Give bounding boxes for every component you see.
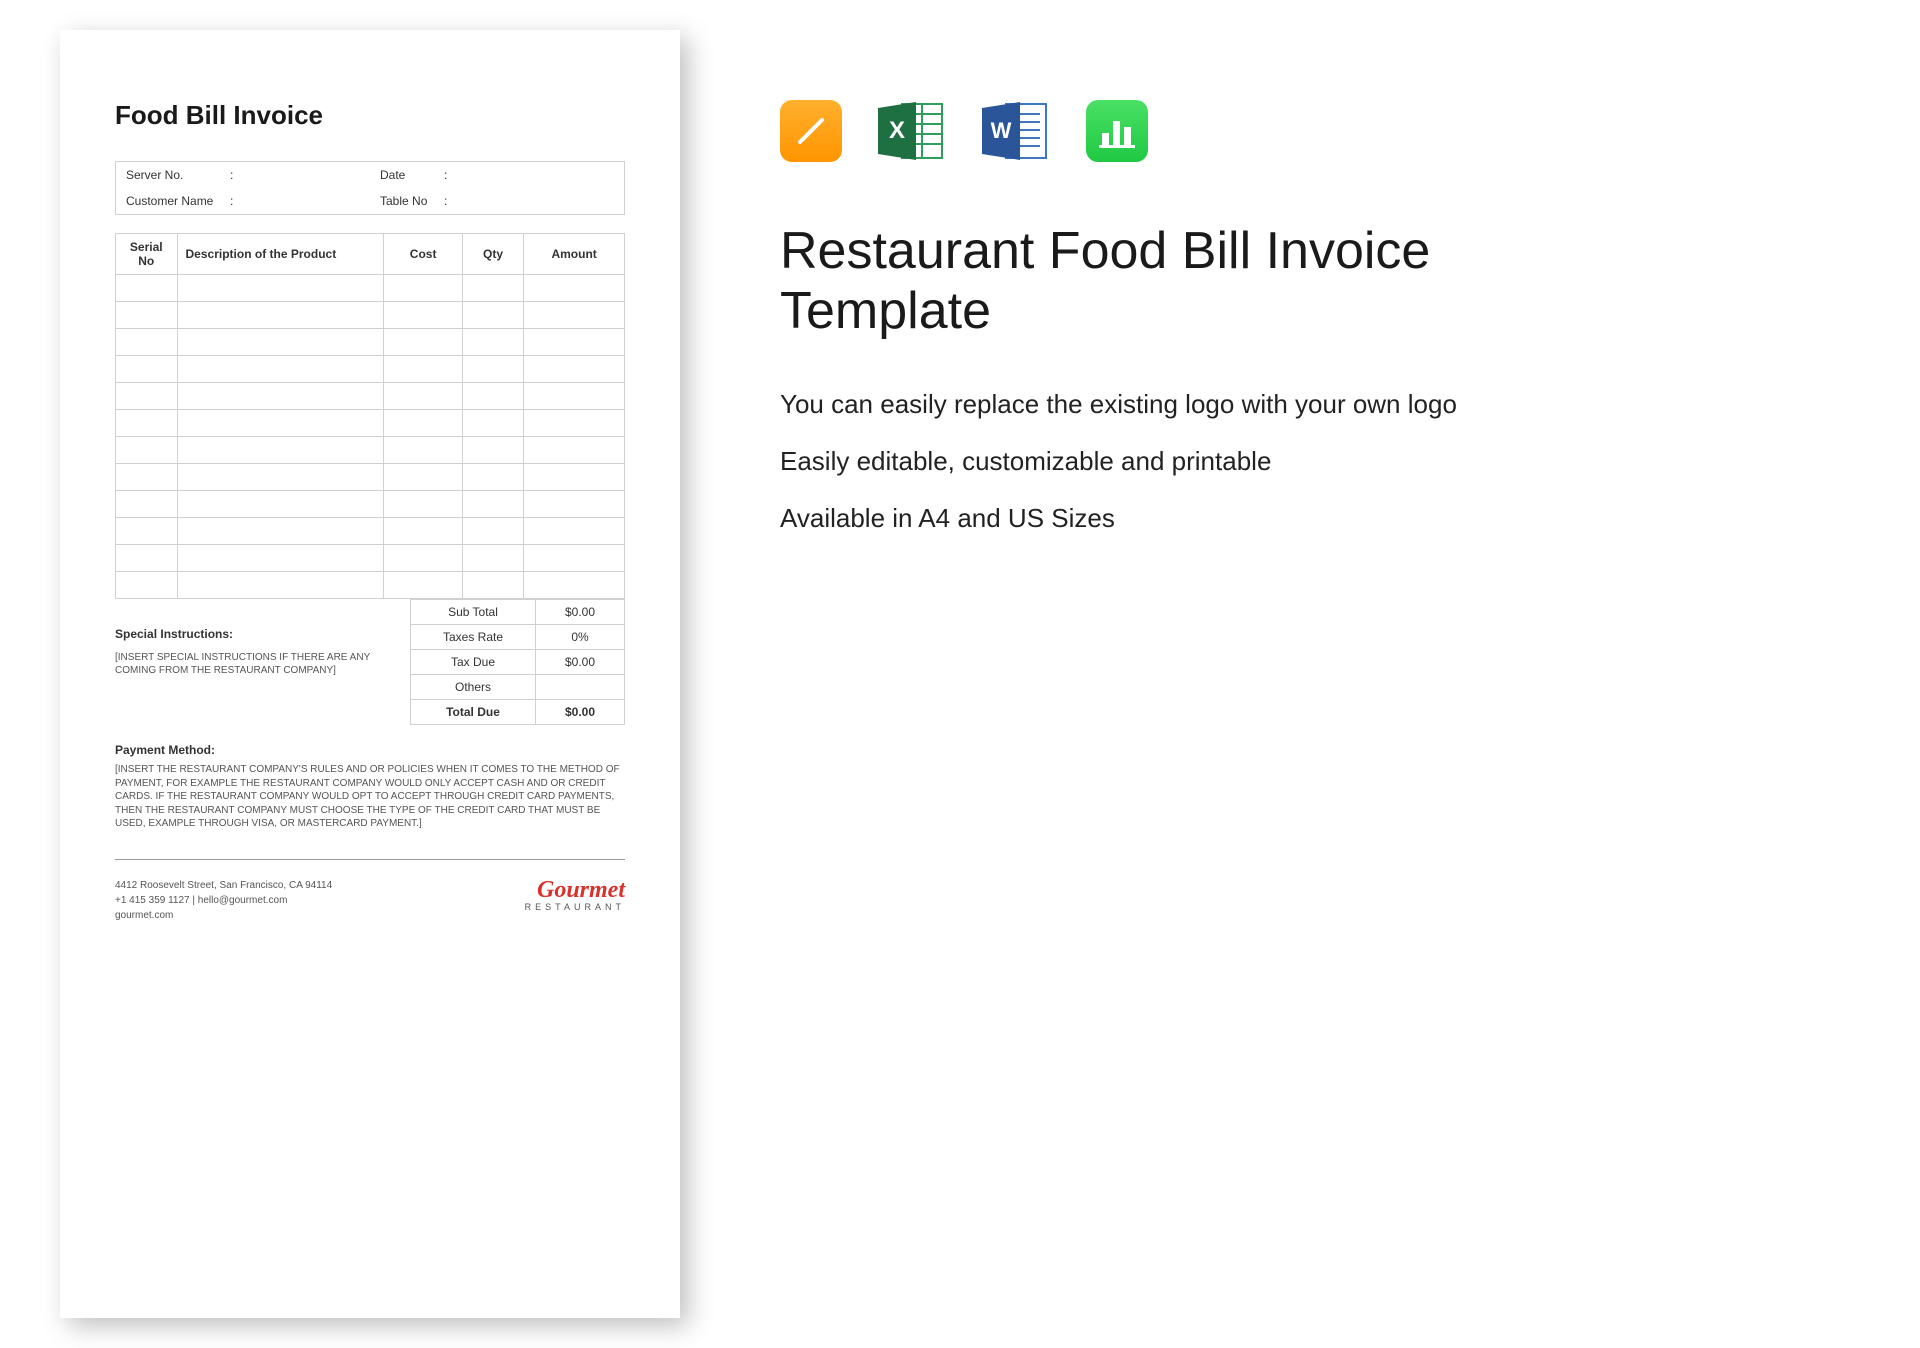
svg-text:X: X bbox=[889, 117, 905, 144]
col-description: Description of the Product bbox=[177, 234, 384, 275]
svg-text:W: W bbox=[991, 118, 1012, 143]
excel-icon[interactable]: X bbox=[878, 100, 946, 162]
table-row bbox=[116, 464, 625, 491]
footer: 4412 Roosevelt Street, San Francisco, CA… bbox=[115, 878, 625, 923]
format-icons-row: X W bbox=[780, 100, 1480, 162]
col-cost: Cost bbox=[384, 234, 462, 275]
document-preview: Food Bill Invoice Server No. : Date : Cu… bbox=[60, 30, 680, 1318]
date-field: Date : bbox=[370, 162, 624, 188]
invoice-title: Food Bill Invoice bbox=[115, 100, 625, 131]
bullet-3: Available in A4 and US Sizes bbox=[780, 501, 1480, 536]
items-table: Serial No Description of the Product Cos… bbox=[115, 233, 625, 599]
table-row bbox=[116, 329, 625, 356]
info-box: Server No. : Date : Customer Name : Tabl… bbox=[115, 161, 625, 215]
totals-table: Sub Total $0.00 Taxes Rate 0% Tax Due $0… bbox=[410, 599, 625, 725]
footer-divider bbox=[115, 859, 625, 860]
numbers-icon[interactable] bbox=[1086, 100, 1148, 162]
word-icon[interactable]: W bbox=[982, 100, 1050, 162]
customer-name-field: Customer Name : bbox=[116, 188, 370, 214]
table-row bbox=[116, 491, 625, 518]
feature-bullets: You can easily replace the existing logo… bbox=[780, 387, 1480, 536]
pages-icon[interactable] bbox=[780, 100, 842, 162]
table-row bbox=[116, 437, 625, 464]
col-amount: Amount bbox=[524, 234, 625, 275]
table-row bbox=[116, 302, 625, 329]
footer-logo: Gourmet RESTAURANT bbox=[525, 878, 625, 912]
page-title: Restaurant Food Bill Invoice Template bbox=[780, 222, 1480, 342]
table-row bbox=[116, 383, 625, 410]
footer-contact: 4412 Roosevelt Street, San Francisco, CA… bbox=[115, 878, 332, 923]
special-instructions: Special Instructions: [INSERT SPECIAL IN… bbox=[115, 599, 410, 725]
table-row bbox=[116, 572, 625, 599]
info-panel: X W Restaurant Fo bbox=[780, 30, 1480, 1318]
server-no-field: Server No. : bbox=[116, 162, 370, 188]
table-row bbox=[116, 545, 625, 572]
bullet-2: Easily editable, customizable and printa… bbox=[780, 444, 1480, 479]
table-row bbox=[116, 410, 625, 437]
col-serial: Serial No bbox=[116, 234, 178, 275]
table-row bbox=[116, 275, 625, 302]
col-qty: Qty bbox=[462, 234, 524, 275]
table-row bbox=[116, 356, 625, 383]
table-row bbox=[116, 518, 625, 545]
table-no-field: Table No : bbox=[370, 188, 624, 214]
bullet-1: You can easily replace the existing logo… bbox=[780, 387, 1480, 422]
payment-method: Payment Method: [INSERT THE RESTAURANT C… bbox=[115, 743, 625, 831]
